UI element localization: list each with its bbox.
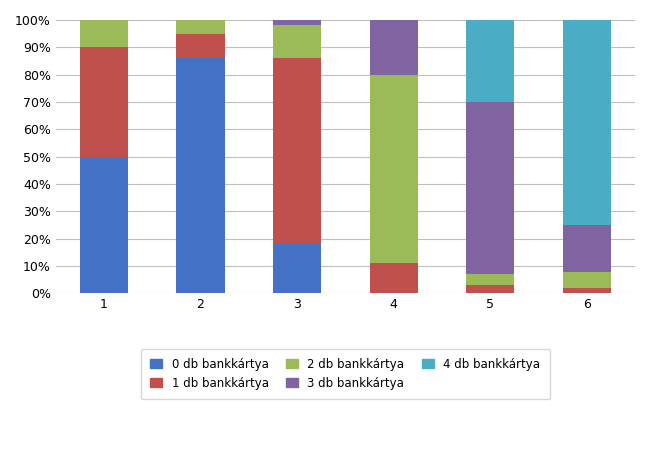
Bar [466,274,514,285]
Bar [563,20,611,225]
Bar [80,47,128,157]
Bar [273,20,321,26]
Bar [176,34,225,58]
Legend: 0 db bankkártya, 1 db bankkártya, 2 db bankkártya, 3 db bankkártya, 4 db bankkár: 0 db bankkártya, 1 db bankkártya, 2 db b… [141,349,550,399]
Bar [369,263,418,293]
Bar [466,285,514,293]
Bar [563,288,611,293]
Bar [273,26,321,58]
Bar [176,58,225,293]
Bar [466,20,514,102]
Bar [563,271,611,288]
Bar [273,58,321,244]
Bar [80,157,128,293]
Bar [273,244,321,293]
Bar [466,102,514,274]
Bar [369,20,418,75]
Bar [176,20,225,34]
Bar [563,225,611,271]
Bar [369,75,418,263]
Bar [80,20,128,47]
